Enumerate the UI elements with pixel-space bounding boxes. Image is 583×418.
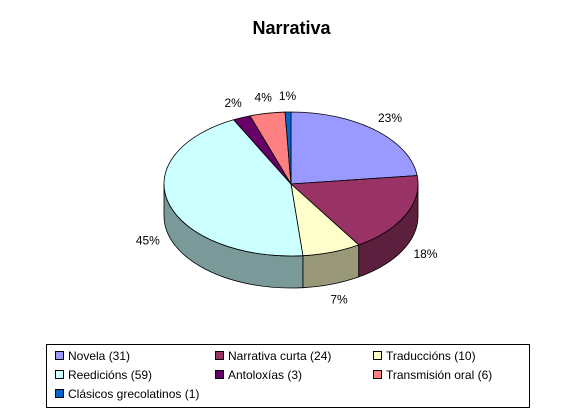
legend-label: Narrativa curta (24) [228,349,332,363]
slice-percent-label: 4% [255,91,273,105]
slice-percent-label: 23% [378,111,402,125]
legend-item: Antoloxías (3) [215,368,302,382]
legend-item: Narrativa curta (24) [215,349,331,363]
slice-percent-label: 45% [136,233,160,247]
pie-slice-6 [284,111,292,185]
legend-swatch [215,370,224,379]
slice-percent-label: 2% [225,96,243,110]
legend-label: Reedicións (59) [68,368,153,382]
pie-slice-3 [163,119,304,257]
slice-percent-label: 7% [330,292,348,306]
legend-swatch [215,351,224,360]
legend-swatch [55,389,64,398]
legend-swatch [55,351,64,360]
legend-swatch [373,370,382,379]
legend-item: Novela (31) [55,349,130,363]
legend-item: Clásicos grecolatinos (1) [55,387,199,401]
legend-swatch [55,370,64,379]
legend-label: Novela (31) [68,349,131,363]
legend-label: Traduccións (10) [386,349,476,363]
pie-slice-1 [290,175,419,246]
pie-slice-0 [290,111,418,185]
legend-item: Reedicións (59) [55,368,152,382]
slice-percent-label: 18% [413,247,437,261]
legend: Novela (31) Narrativa curta (24) Traducció… [46,344,530,408]
legend-item: Transmisión oral (6) [373,368,492,382]
legend-label: Transmisión oral (6) [386,368,493,382]
chart-title: Narrativa [252,18,331,38]
legend-item: Traduccións (10) [373,349,476,363]
legend-label: Clásicos grecolatinos (1) [68,387,200,401]
slice-percent-label: 1% [279,89,297,103]
legend-label: Antoloxías (3) [228,368,303,382]
legend-swatch [373,351,382,360]
pie-chart: 23% 18% 7% 45% 2% 4% 1% [136,89,438,306]
